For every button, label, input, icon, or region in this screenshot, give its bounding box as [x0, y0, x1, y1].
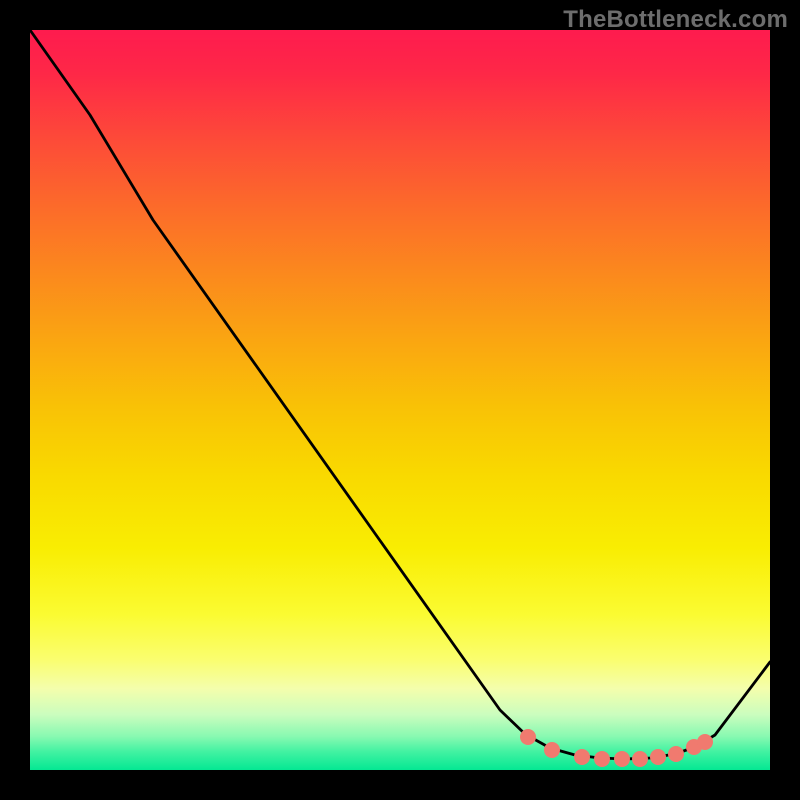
chart-svg — [30, 30, 770, 770]
chart-frame: TheBottleneck.com — [0, 0, 800, 800]
plot-background — [30, 30, 770, 770]
marker-dot — [650, 749, 666, 765]
marker-dot — [544, 742, 560, 758]
marker-dot — [574, 749, 590, 765]
marker-dot — [520, 729, 536, 745]
marker-dot — [632, 751, 648, 767]
marker-dot — [697, 734, 713, 750]
marker-dot — [594, 751, 610, 767]
marker-dot — [668, 746, 684, 762]
watermark-text: TheBottleneck.com — [563, 6, 788, 34]
plot-area — [30, 30, 770, 770]
marker-dot — [614, 751, 630, 767]
